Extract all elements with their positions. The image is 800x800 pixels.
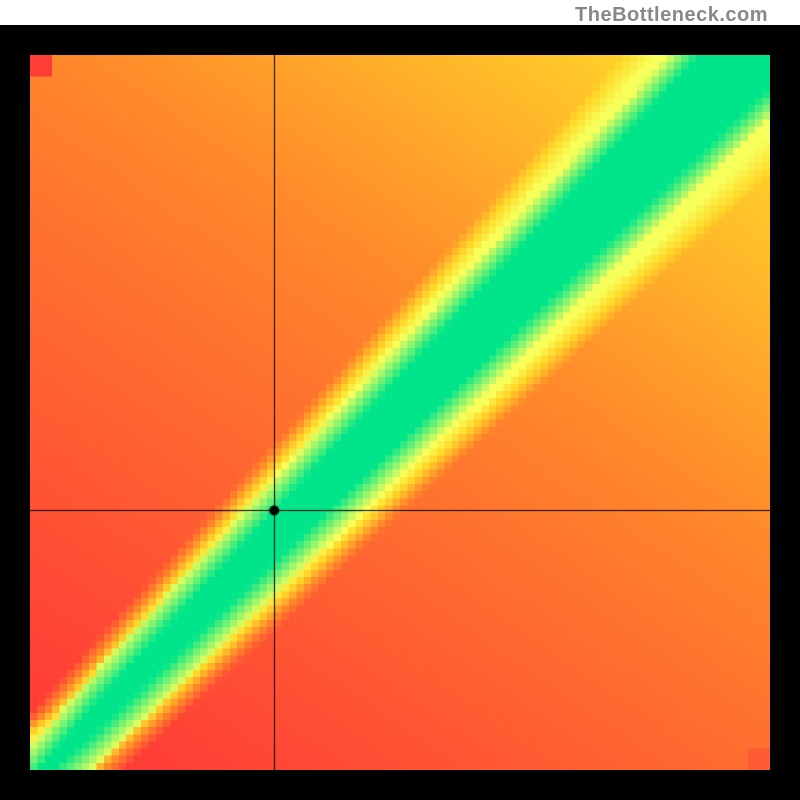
crosshair-overlay (30, 55, 770, 770)
watermark-text: TheBottleneck.com (575, 4, 768, 27)
